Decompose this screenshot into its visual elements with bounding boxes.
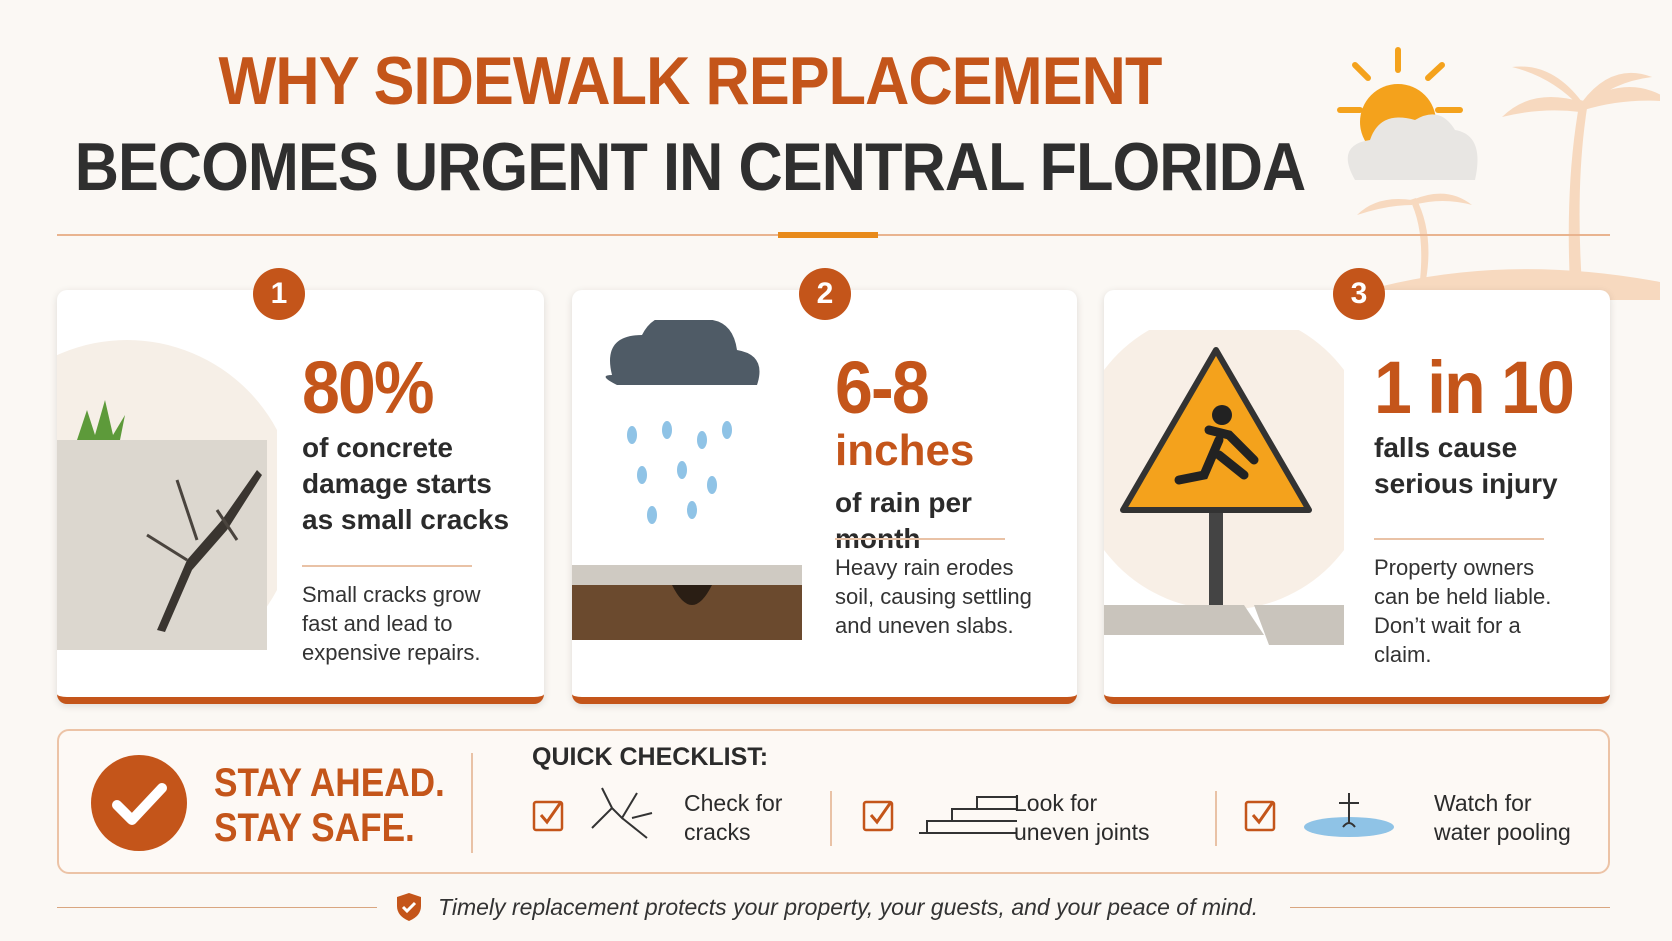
slogan: STAY SAFE.	[214, 806, 415, 850]
stat-body: Small cracks grow fast and lead to expen…	[302, 582, 481, 665]
checklist-panel: STAY AHEAD. STAY SAFE. QUICK CHECKLIST: …	[57, 729, 1610, 874]
card-number: 2	[799, 268, 851, 320]
card-illustration	[57, 330, 297, 670]
separator	[1374, 538, 1544, 540]
slogan: STAY AHEAD.	[214, 761, 445, 805]
title-line: BECOMES URGENT IN CENTRAL FLORIDA	[74, 129, 1306, 205]
card-number: 3	[1333, 268, 1385, 320]
checklist-icon	[1299, 783, 1404, 843]
checklist-heading: QUICK CHECKLIST:	[532, 743, 769, 771]
stat-body: Property owners can be held liable. Don’…	[1374, 555, 1552, 667]
stat-value: 6-8	[835, 346, 930, 429]
stat-value: 1 in 10	[1374, 346, 1575, 429]
checkbox-icon	[1244, 798, 1278, 832]
illustration	[572, 320, 802, 660]
separator	[1215, 791, 1217, 846]
stat-description: falls cause serious injury	[1374, 432, 1558, 499]
shield-icon	[397, 893, 421, 921]
footer-text: Timely replacement protects your propert…	[438, 894, 1259, 920]
separator	[835, 538, 1005, 540]
checklist-item: Watch for water pooling	[1434, 790, 1571, 845]
checklist-icon	[587, 783, 692, 843]
separator	[471, 753, 473, 853]
check-icon	[91, 755, 187, 851]
checkbox-icon	[862, 798, 896, 832]
checklist-item: Look for uneven joints	[1014, 790, 1150, 845]
divider-accent	[778, 232, 878, 238]
stat-description: of concrete damage starts as small crack…	[302, 432, 510, 535]
sun-palm-illustration	[1337, 47, 1660, 300]
stat-description: of rain per month	[835, 487, 972, 554]
footer-line	[1290, 907, 1610, 908]
separator	[302, 565, 472, 567]
card-illustration	[1104, 330, 1344, 670]
stat-body: Heavy rain erodes soil, causing settling…	[835, 555, 1032, 638]
card-illustration	[572, 320, 812, 660]
illustration	[1104, 330, 1344, 645]
checklist-icon	[917, 783, 1022, 843]
title-line: WHY SIDEWALK REPLACEMENT	[218, 43, 1163, 119]
separator	[830, 791, 832, 846]
stat-value: 80%	[302, 346, 435, 429]
checkbox-icon	[532, 798, 566, 832]
illustration	[57, 340, 297, 670]
checklist-item: Check for cracks	[684, 790, 783, 845]
footer-line	[57, 907, 377, 908]
card-number: 1	[253, 268, 305, 320]
stat-unit: inches	[835, 426, 975, 475]
